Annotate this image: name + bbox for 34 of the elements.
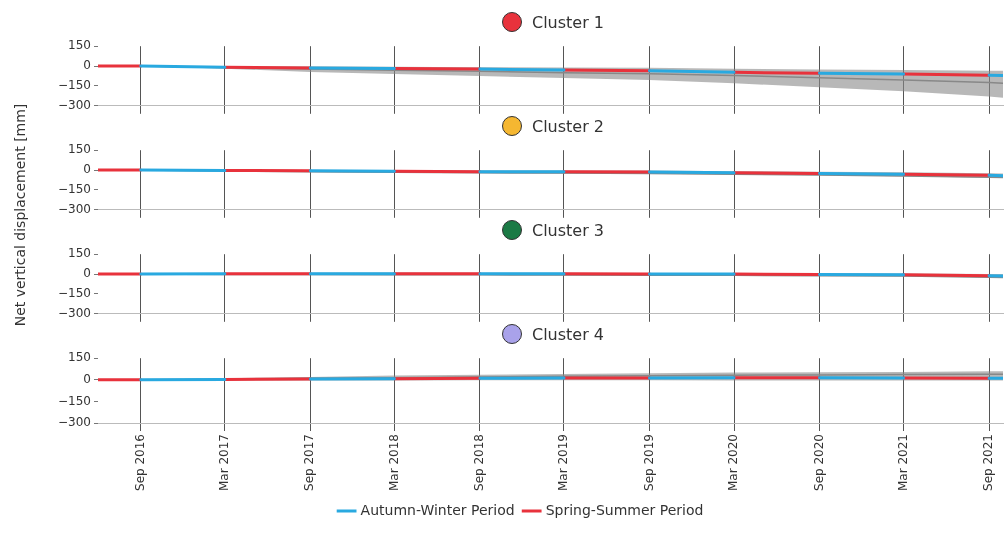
- y-axis-title: Net vertical displacement [mm]: [12, 103, 28, 327]
- x-tick-label: Sep 2016: [132, 434, 147, 491]
- x-tick-label: Mar 2021: [895, 434, 910, 492]
- y-tick-label: −300: [58, 201, 91, 216]
- chart-title: Cluster 1: [531, 12, 605, 32]
- y-tick-label: −300: [58, 97, 91, 112]
- y-tick-label: −150: [58, 286, 91, 301]
- x-tick-label: Sep 2018: [472, 434, 487, 491]
- y-tick-label: 150: [68, 350, 91, 365]
- y-tick-label: 150: [68, 38, 91, 53]
- y-tick-label: −300: [58, 305, 91, 320]
- x-tick-label: Sep 2021: [981, 434, 996, 491]
- y-tick-label: 150: [68, 142, 91, 157]
- x-tick-label: Sep 2020: [811, 434, 826, 491]
- y-tick-label: −150: [58, 393, 91, 408]
- legend-label: Spring-Summer Period: [545, 501, 704, 518]
- chart-title: Cluster 2: [531, 116, 605, 136]
- y-tick-label: 0: [83, 266, 91, 281]
- legend-label: Autumn-Winter Period: [360, 501, 515, 518]
- x-tick-label: Mar 2017: [216, 434, 231, 492]
- x-tick-label: Mar 2020: [726, 434, 741, 492]
- x-tick-label: Sep 2019: [641, 434, 656, 491]
- y-tick-label: −150: [58, 78, 91, 93]
- chart-title: Cluster 4: [531, 324, 605, 344]
- y-tick-label: 0: [83, 371, 91, 386]
- y-tick-label: 0: [83, 162, 91, 177]
- y-tick-label: 150: [68, 246, 91, 261]
- x-tick-label: Mar 2018: [386, 434, 401, 492]
- chart-title: Cluster 3: [531, 220, 605, 240]
- x-tick-label: Mar 2019: [556, 434, 571, 492]
- y-tick-label: −150: [58, 182, 91, 197]
- x-tick-label: Sep 2017: [302, 434, 317, 491]
- y-tick-label: −300: [58, 415, 91, 430]
- y-tick-label: 0: [83, 58, 91, 73]
